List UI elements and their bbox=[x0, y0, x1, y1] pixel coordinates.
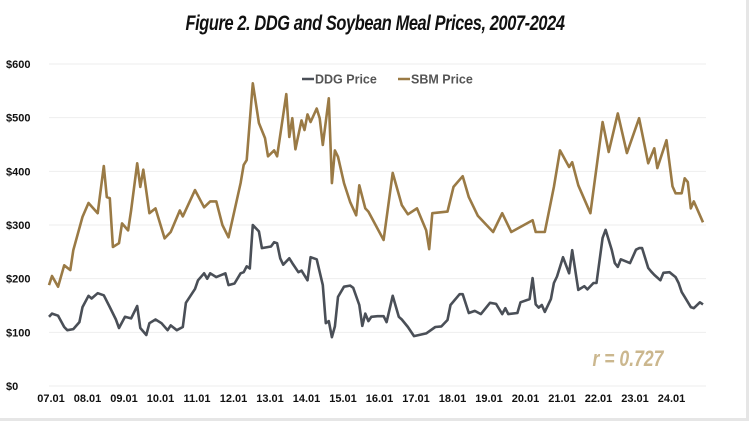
x-tick-label: 12.01 bbox=[220, 393, 248, 405]
x-tick-label: 08.01 bbox=[74, 393, 102, 405]
x-tick-label: 19.01 bbox=[475, 393, 503, 405]
x-tick-label: 18.01 bbox=[439, 393, 467, 405]
y-tick-label: $100 bbox=[6, 327, 30, 339]
y-tick-label: $0 bbox=[6, 381, 18, 393]
x-tick-label: 13.01 bbox=[256, 393, 284, 405]
x-tick-label: 22.01 bbox=[585, 393, 613, 405]
y-tick-label: $300 bbox=[6, 220, 30, 232]
x-tick-label: 09.01 bbox=[110, 393, 138, 405]
x-tick-label: 24.01 bbox=[658, 393, 686, 405]
x-tick-label: 20.01 bbox=[512, 393, 540, 405]
x-tick-label: 07.01 bbox=[37, 393, 65, 405]
series-line-ddg-price bbox=[48, 223, 704, 339]
x-tick-label: 21.01 bbox=[548, 393, 576, 405]
x-tick-label: 11.01 bbox=[184, 393, 211, 405]
x-tick-label: 10.01 bbox=[147, 393, 175, 405]
x-tick-label: 16.01 bbox=[366, 393, 394, 405]
y-tick-label: $500 bbox=[6, 113, 30, 125]
x-tick-label: 14.01 bbox=[293, 393, 321, 405]
chart-title-text: Figure 2. DDG and Soybean Meal Prices, 2… bbox=[185, 12, 565, 35]
y-tick-label: $200 bbox=[6, 274, 30, 286]
legend-label: SBM Price bbox=[411, 73, 473, 87]
chart-title: Figure 2. DDG and Soybean Meal Prices, 2… bbox=[0, 12, 750, 36]
correlation-annotation: r = 0.727 bbox=[593, 347, 665, 371]
x-tick-label: 23.01 bbox=[621, 393, 649, 405]
y-tick-label: $400 bbox=[6, 166, 30, 178]
legend-label: DDG Price bbox=[315, 73, 377, 87]
x-tick-label: 15.01 bbox=[329, 393, 357, 405]
y-tick-label: $600 bbox=[6, 59, 30, 71]
x-tick-label: 17.01 bbox=[402, 393, 430, 405]
series-line-sbm-price bbox=[47, 82, 705, 288]
